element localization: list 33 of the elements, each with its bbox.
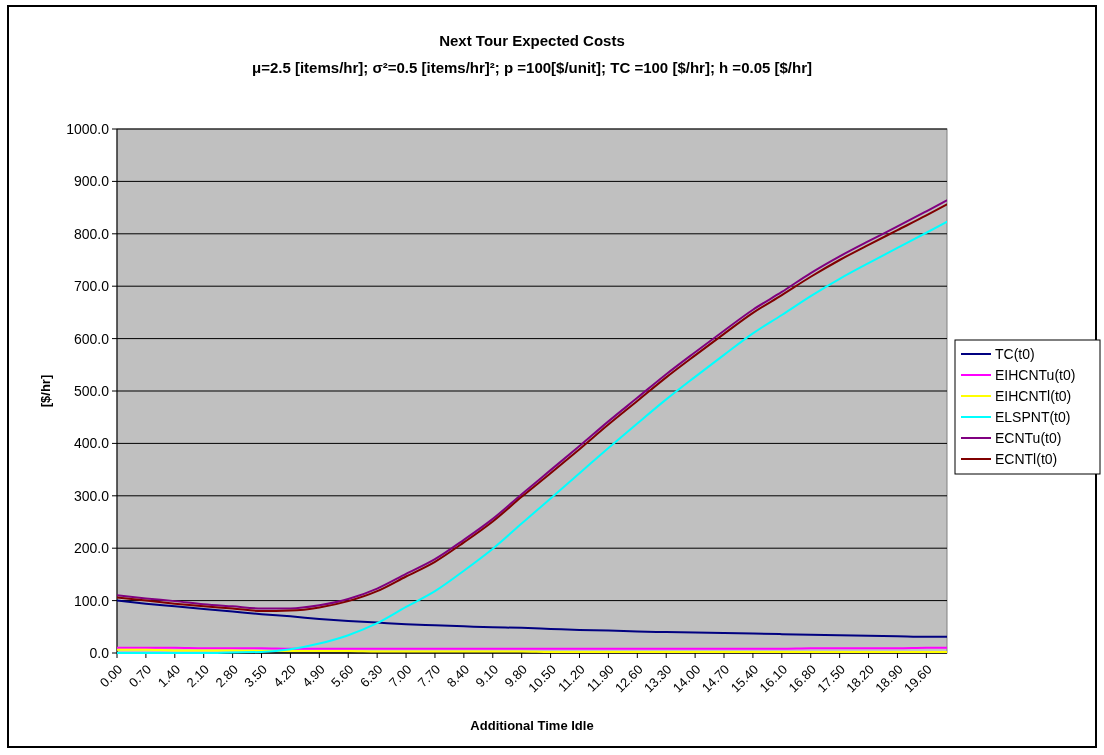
y-tick-label: 900.0 bbox=[73, 173, 110, 190]
y-tick-label: 500.0 bbox=[73, 382, 110, 399]
y-tick-label: 300.0 bbox=[73, 487, 110, 504]
y-tick-label: 800.0 bbox=[73, 225, 110, 242]
x-tick-label: 3.50 bbox=[241, 661, 270, 691]
y-tick-label: 100.0 bbox=[73, 592, 110, 609]
x-tick-label: 0.00 bbox=[96, 661, 126, 691]
x-tick-label: 7.70 bbox=[414, 661, 444, 691]
x-tick-label: 5.60 bbox=[328, 661, 357, 691]
y-tick-label: 600.0 bbox=[73, 330, 110, 347]
x-tick-label: 0.70 bbox=[125, 661, 155, 691]
legend-label: EIHCNTu(t0) bbox=[995, 366, 1076, 383]
x-tick-label: 7.00 bbox=[385, 661, 415, 691]
legend-label: EIHCNTl(t0) bbox=[995, 387, 1072, 404]
y-tick-label: 400.0 bbox=[73, 435, 110, 452]
legend-label: ECNTu(t0) bbox=[995, 429, 1062, 446]
chart-title: Next Tour Expected Costs bbox=[439, 32, 625, 49]
legend-label: TC(t0) bbox=[995, 345, 1035, 362]
chart-subtitle: μ=2.5 [items/hr]; σ²=0.5 [items/hr]²; p =100[$/unit]; TC =100 [$/hr]; h =0.05 [$/hr] bbox=[252, 59, 812, 76]
x-tick-label: 4.90 bbox=[299, 661, 328, 691]
y-tick-label: 200.0 bbox=[73, 540, 110, 557]
x-tick-label: 9.10 bbox=[472, 661, 502, 691]
y-axis-title: [$/hr] bbox=[38, 374, 53, 408]
y-tick-label: 0.0 bbox=[89, 644, 110, 661]
x-tick-label: 1.40 bbox=[154, 661, 184, 691]
y-tick-label: 700.0 bbox=[73, 278, 110, 295]
x-axis-title: Additional Time Idle bbox=[470, 718, 594, 733]
x-tick-label: 4.20 bbox=[270, 661, 299, 691]
legend-label: ECNTl(t0) bbox=[995, 450, 1058, 467]
legend-label: ELSPNT(t0) bbox=[995, 408, 1071, 425]
x-tick-label: 8.40 bbox=[443, 661, 473, 691]
x-tick-label: 6.30 bbox=[356, 661, 386, 691]
y-tick-label: 1000.0 bbox=[66, 120, 110, 137]
